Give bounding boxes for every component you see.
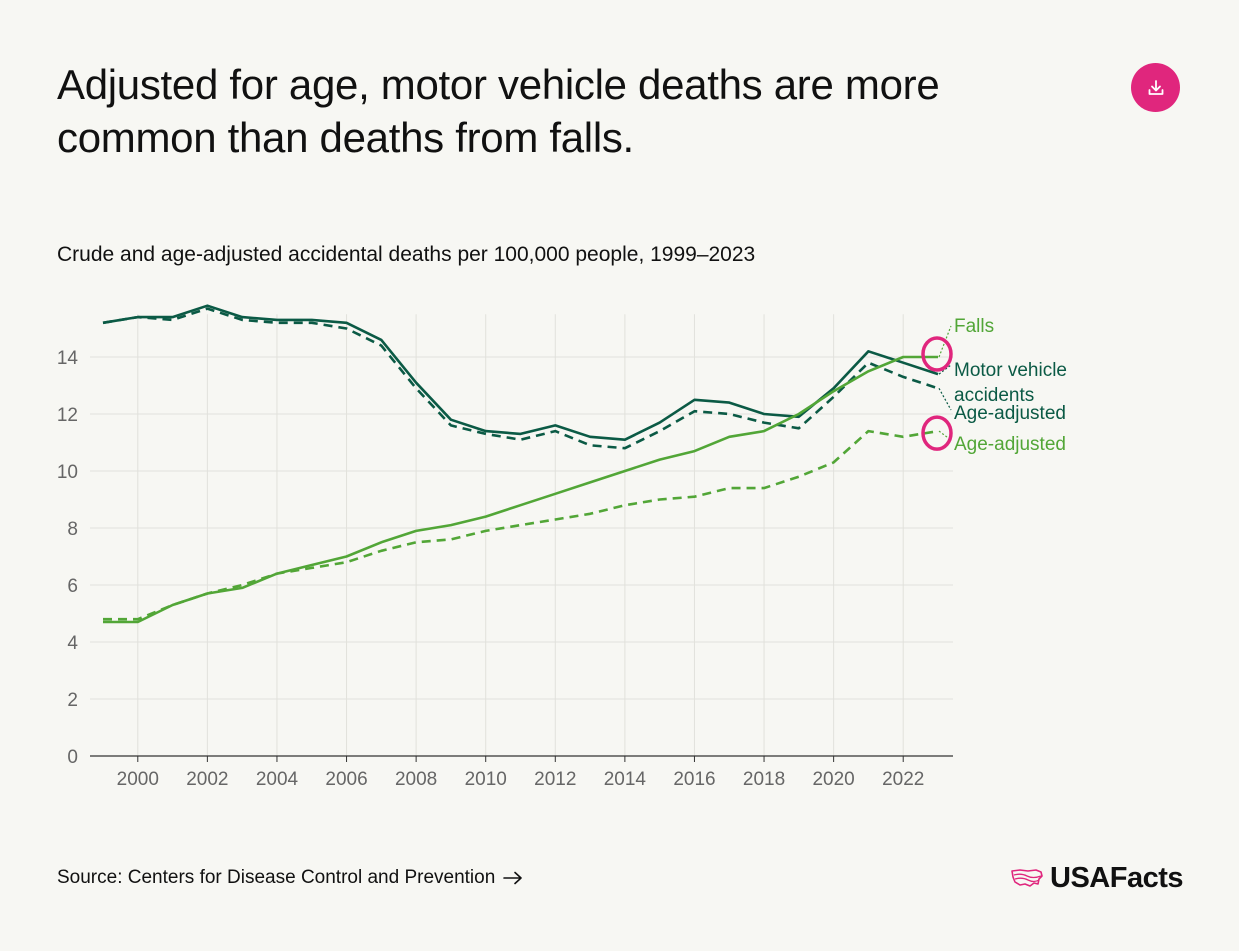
- series-label: Age-adjusted: [954, 403, 1066, 424]
- x-tick-label: 2002: [186, 769, 228, 790]
- usa-map-icon: [1011, 869, 1043, 887]
- annotation-leader-line: [938, 364, 952, 375]
- y-tick-label: 6: [67, 576, 78, 597]
- highlight-circle: [921, 415, 953, 451]
- y-tick-label: 8: [67, 519, 78, 540]
- annotation-leader-line: [938, 388, 952, 411]
- download-button[interactable]: [1131, 63, 1180, 112]
- y-tick-label: 14: [57, 348, 79, 369]
- series-motor-vehicle-age-adjusted: [102, 307, 939, 450]
- series-falls-crude: [103, 355, 938, 624]
- source-link[interactable]: Source: Centers for Disease Control and …: [57, 866, 523, 890]
- x-tick-label: 2016: [673, 769, 715, 790]
- y-tick-label: 0: [67, 747, 78, 768]
- usafacts-logo: USAFacts: [1010, 860, 1184, 896]
- grid-lines: [90, 314, 953, 757]
- chart-title: Adjusted for age, motor vehicle deaths a…: [57, 61, 940, 161]
- arrow-right-icon: [503, 871, 523, 885]
- highlight-circle: [921, 336, 953, 372]
- x-tick-label: 2022: [882, 769, 924, 790]
- x-tick-label: 2012: [534, 769, 576, 790]
- line-chart: 0 2 4 6 8 10 12 14 2000 2002 2004 2006 2008 2010 2012…: [57, 304, 1067, 790]
- chart-subtitle: Crude and age-adjusted accidental deaths…: [57, 243, 756, 266]
- x-tick-label: 2014: [604, 769, 647, 790]
- x-tick-label: 2018: [743, 769, 785, 790]
- y-tick-label: 10: [57, 462, 78, 483]
- x-axis-ticks: 2000 2002 2004 2006 2008 2010 2012 2014 2016 2018…: [117, 756, 924, 790]
- y-tick-label: 4: [67, 633, 78, 654]
- x-tick-label: 2010: [465, 769, 507, 790]
- y-tick-label: 2: [67, 690, 78, 711]
- download-icon: [1148, 79, 1163, 95]
- y-tick-label: 12: [57, 405, 78, 426]
- y-axis-ticks: 0 2 4 6 8 10 12 14: [57, 348, 79, 768]
- series-label: Falls: [954, 316, 994, 337]
- x-tick-label: 2008: [395, 769, 437, 790]
- series-label: Age-adjusted: [954, 434, 1066, 455]
- x-tick-label: 2020: [812, 769, 854, 790]
- x-tick-label: 2000: [117, 769, 159, 790]
- source-text: Source: Centers for Disease Control and …: [57, 867, 496, 888]
- brand-text: USAFacts: [1050, 861, 1184, 894]
- series-motor-vehicle-crude: [102, 304, 939, 442]
- x-tick-label: 2006: [325, 769, 367, 790]
- series-label: Motor vehicle accidents: [954, 360, 1067, 406]
- series-lines: [102, 304, 939, 624]
- x-tick-label: 2004: [256, 769, 299, 790]
